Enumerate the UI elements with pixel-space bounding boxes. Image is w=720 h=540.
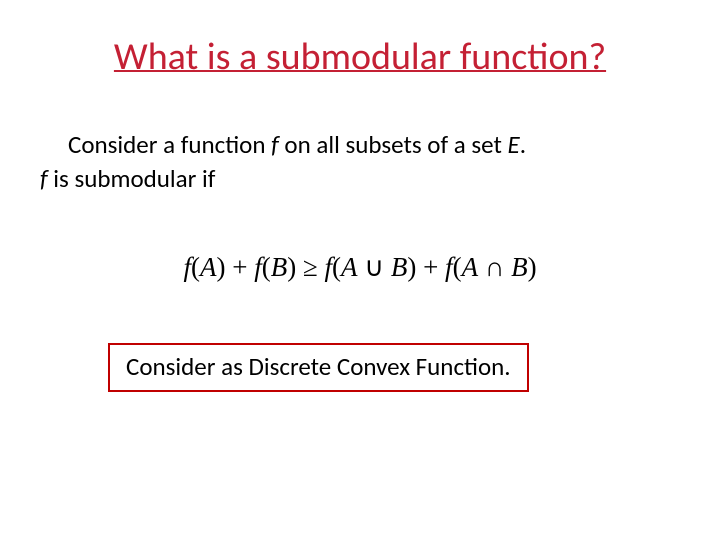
formula-lp4: ( (453, 252, 462, 282)
formula-rp2: ) (287, 252, 296, 282)
formula-container: f(A) + f(B) ≥ f(A ∪ B) + f(A ∩ B) (50, 252, 670, 283)
body-line1-var-e: E (508, 129, 520, 160)
formula-intersect: ∩ (478, 252, 511, 282)
body-line1-middle: on all subsets of a set (279, 129, 508, 160)
formula-rp3: ) (407, 252, 416, 282)
body-line-1: Consider a function f on all subsets of … (68, 128, 670, 162)
formula-b1: B (271, 252, 288, 282)
slide-title: What is a submodular function? (50, 34, 670, 80)
body-line2-rest: is submodular if (48, 163, 216, 194)
slide-container: What is a submodular function? Consider … (0, 0, 720, 540)
formula-b3: B (511, 252, 528, 282)
formula-lp1: ( (191, 252, 200, 282)
formula-ge: ≥ (296, 252, 324, 282)
formula-lp2: ( (262, 252, 271, 282)
body-text: Consider a function f on all subsets of … (40, 128, 670, 196)
body-line1-prefix: Consider a function (68, 129, 271, 160)
formula-f1: f (183, 252, 191, 282)
formula-f3: f (325, 252, 333, 282)
body-line2-var-f: f (40, 163, 48, 194)
formula-a1: A (200, 252, 217, 282)
formula-union: ∪ (358, 252, 391, 282)
formula-a2: A (341, 252, 358, 282)
callout-row: Consider as Discrete Convex Function. (50, 343, 670, 392)
callout-box: Consider as Discrete Convex Function. (108, 343, 529, 392)
formula-f2: f (254, 252, 262, 282)
formula-expression: f(A) + f(B) ≥ f(A ∪ B) + f(A ∩ B) (183, 252, 536, 282)
body-line-2: f is submodular if (40, 162, 670, 196)
body-line1-var-f: f (271, 129, 279, 160)
body-line1-suffix: . (520, 129, 526, 160)
formula-a3: A (462, 252, 479, 282)
formula-plus2: + (416, 252, 445, 282)
formula-b2: B (391, 252, 408, 282)
formula-lp3: ( (332, 252, 341, 282)
formula-rp4: ) (528, 252, 537, 282)
formula-plus1: + (225, 252, 254, 282)
formula-f4: f (445, 252, 453, 282)
